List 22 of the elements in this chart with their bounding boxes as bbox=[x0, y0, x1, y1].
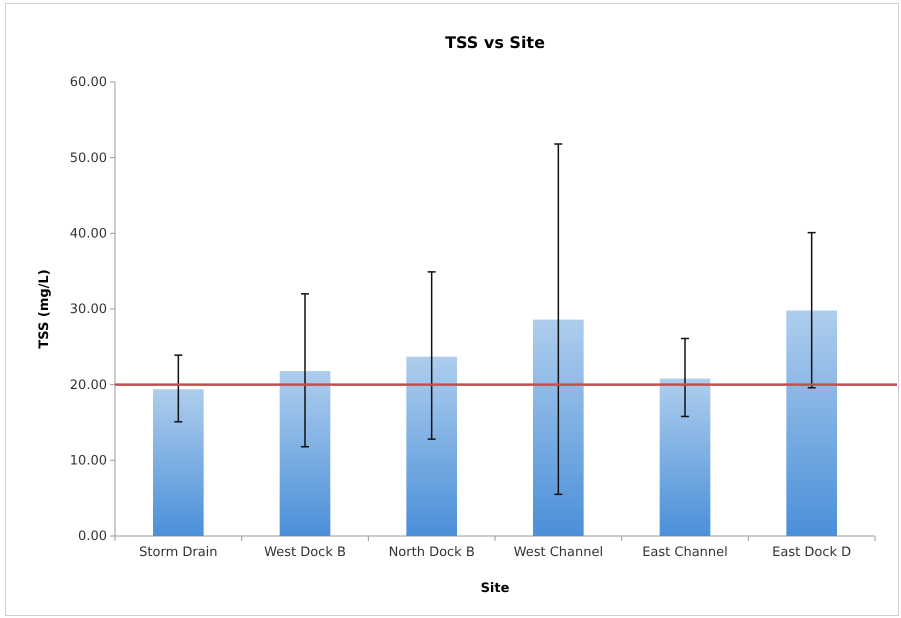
y-tick-label: 60.00 bbox=[70, 75, 107, 90]
chart-title: TSS vs Site bbox=[445, 33, 546, 52]
x-axis-title: Site bbox=[480, 581, 510, 596]
bar bbox=[786, 310, 837, 536]
y-axis-title: TSS (mg/L) bbox=[37, 269, 52, 349]
bar bbox=[153, 389, 204, 536]
x-tick-label: East Dock D bbox=[772, 544, 852, 560]
bar bbox=[406, 356, 457, 536]
y-tick-label: 30.00 bbox=[70, 302, 107, 318]
bar bbox=[280, 371, 330, 536]
y-tick-label: 40.00 bbox=[70, 226, 107, 242]
y-tick-label: 50.00 bbox=[70, 150, 107, 166]
bar bbox=[533, 320, 584, 536]
x-tick-label: North Dock B bbox=[388, 544, 475, 560]
x-tick-label: Storm Drain bbox=[139, 544, 218, 560]
x-tick-label: West Dock B bbox=[264, 544, 346, 560]
x-tick-label: East Channel bbox=[642, 544, 728, 560]
y-tick-label: 20.00 bbox=[70, 378, 107, 393]
y-tick-label: 10.00 bbox=[70, 453, 107, 468]
y-tick-label: 0.00 bbox=[78, 529, 107, 544]
x-tick-label: West Channel bbox=[514, 544, 604, 560]
bar bbox=[660, 378, 710, 536]
